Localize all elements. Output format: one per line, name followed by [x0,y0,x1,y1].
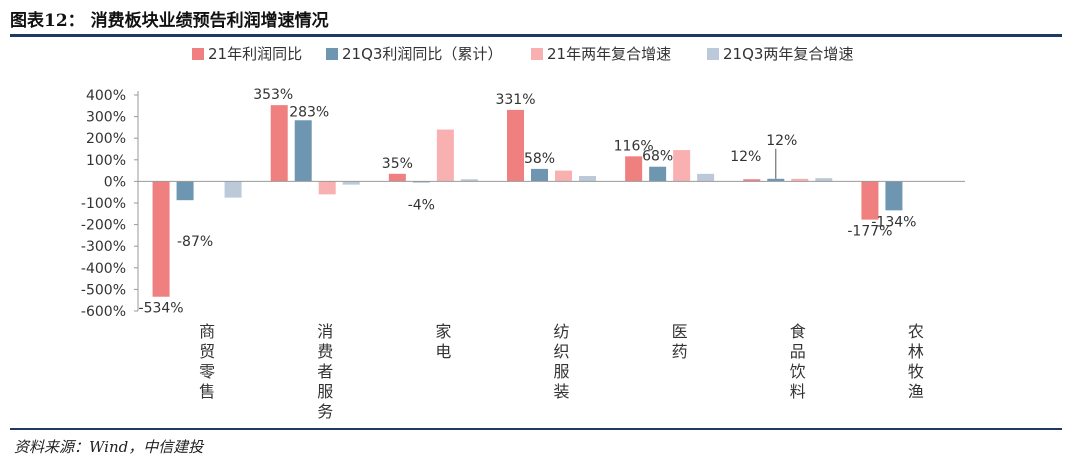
x-category-label: 家电 [435,322,451,361]
bar-0-3 [507,109,524,182]
data-label: 58% [524,151,555,167]
y-tick-label: 0% [104,174,126,190]
data-label: 35% [382,156,413,172]
y-tick-label: -100% [81,196,126,212]
data-label: -4% [408,197,435,213]
y-tick-label: 400% [86,88,126,104]
legend-swatch-2 [531,48,543,60]
legend-label-2: 21年两年复合增速 [547,45,671,63]
legend-swatch-1 [326,48,338,60]
y-tick-label: -200% [81,218,126,234]
y-tick-label: -300% [81,239,126,255]
bars [138,105,965,297]
x-category-label: 商贸零售 [199,322,215,401]
source-note: 资料来源：Wind，中信建投 [14,438,204,456]
data-label: 12% [730,149,761,165]
bar-0-6 [861,181,879,220]
bar-0-5 [743,179,761,182]
x-category-label: 医药 [672,322,688,361]
bar-2-2 [436,129,454,182]
data-label: 283% [289,104,329,120]
bar-1-5 [767,178,785,182]
x-category-label: 纺织服装 [553,322,569,401]
bar-3-3 [579,176,596,182]
bar-chart: 21年利润同比 21Q3利润同比（累计） 21年两年复合增速 21Q3两年复合增速 4… [81,45,965,421]
bar-0-1 [270,105,288,182]
x-category-label: 消费者服务 [317,322,333,421]
data-label: 68% [642,149,673,165]
bar-1-6 [885,181,903,211]
data-label: 353% [253,87,293,103]
bar-2-1 [318,181,336,195]
bar-3-1 [342,181,360,185]
x-axis: 商贸零售 消费者服务 家电 纺织服装 医药 食品饮料 农林牧渔 [199,322,924,421]
y-tick-label: 300% [86,110,126,126]
bar-1-3 [531,168,548,182]
bar-2-4 [673,150,691,182]
bar-2-5 [791,178,809,182]
data-label: -534% [139,301,184,317]
data-label: -177% [847,224,892,240]
y-tick-label: 200% [86,131,126,147]
x-category-label: 农林牧渔 [908,322,924,401]
bar-0-0 [152,181,170,297]
bar-2-3 [555,170,572,182]
bar-3-0 [224,181,242,198]
y-tick-label: -600% [81,304,126,320]
legend-swatch-3 [707,48,719,60]
bar-3-5 [815,178,833,182]
x-category-label: 食品饮料 [790,322,806,401]
bar-1-4 [649,166,667,182]
bar-1-1 [294,120,312,182]
bar-0-4 [625,156,643,182]
legend-label-1: 21Q3利润同比（累计） [342,45,502,63]
legend-label-0: 21年利润同比 [208,45,302,63]
top-rule [10,34,1062,37]
bar-3-4 [697,173,715,182]
y-tick-label: 100% [86,153,126,169]
data-label: 116% [614,138,654,154]
legend: 21年利润同比 21Q3利润同比（累计） 21年两年复合增速 21Q3两年复合增速 [192,45,853,63]
legend-swatch-0 [192,48,204,60]
y-tick-label: -500% [81,282,126,298]
bar-0-2 [388,173,406,182]
data-label: 12% [766,133,797,149]
bar-1-0 [176,181,194,201]
figure-title: 图表12： 消费板块业绩预告利润增速情况 [10,11,329,31]
legend-label-3: 21Q3两年复合增速 [723,45,853,63]
bottom-rule [10,428,1062,430]
data-labels: -534% -87% 353%283% 35% -4% 331% 58% 116%68% 12%… [139,87,917,317]
data-label: 331% [495,92,535,108]
data-label: -87% [177,234,213,250]
y-tick-label: -400% [81,261,126,277]
y-axis: 400% 300% 200% 100% 0% -100% -200% -300% -400% -5… [81,88,139,320]
data-label: -134% [871,214,916,230]
bar-3-2 [460,179,478,182]
